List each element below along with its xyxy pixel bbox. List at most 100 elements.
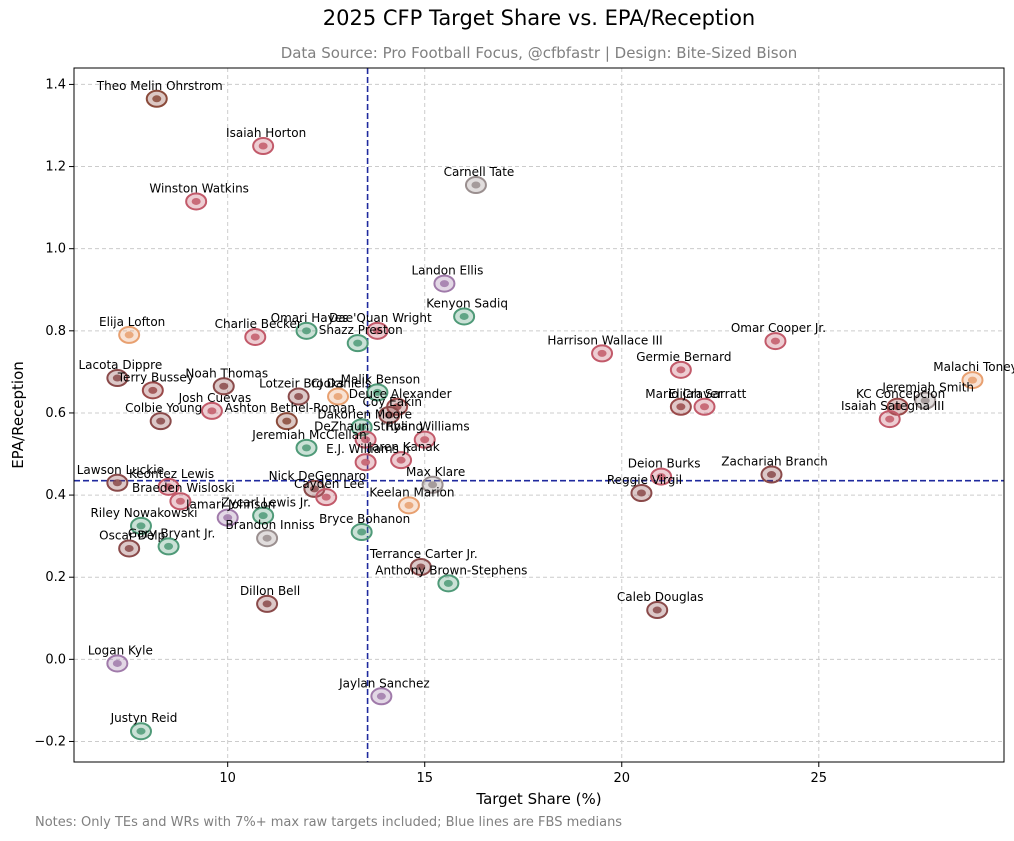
point-marker [315, 488, 338, 507]
point-marker [350, 523, 373, 542]
point-label: Gary Bryant Jr. [128, 526, 215, 540]
y-tick-label: 1.4 [45, 77, 66, 92]
point-label: Deuce Alexander [349, 387, 452, 401]
point-label: Lotzeir Brooks [259, 377, 344, 391]
point-label: Max Klare [406, 465, 465, 479]
point-marker [295, 438, 318, 457]
point-label: Dae'Quan Wright [329, 311, 432, 325]
point-marker [397, 496, 420, 515]
point-label: Terrance Carter Jr. [369, 547, 478, 561]
point-marker [216, 508, 239, 527]
point-marker [693, 397, 716, 416]
point-marker [630, 484, 653, 503]
point-label: Carnell Tate [444, 165, 515, 179]
point-marker [252, 506, 275, 525]
point-label: Theo Melin Ohrstrom [96, 79, 223, 93]
chart-subtitle: Data Source: Pro Football Focus, @cfbfas… [280, 44, 798, 62]
point-marker [129, 516, 152, 535]
point-marker [413, 430, 436, 449]
point-label: Keelan Marion [369, 485, 454, 499]
plot-frame [73, 67, 1005, 763]
point-label: KC Concepcion [856, 387, 945, 401]
point-label: Zycarl Lewis Jr. [221, 496, 311, 510]
point-marker [252, 137, 275, 156]
point-label: Colbie Young [125, 401, 202, 415]
point-marker [453, 307, 476, 326]
point-label: Terry Bussey [117, 370, 194, 384]
point-marker [327, 387, 350, 406]
x-tick-label: 20 [613, 771, 630, 786]
point-marker [275, 412, 298, 431]
point-label: Germie Bernard [636, 350, 731, 364]
point-label: Keontez Lewis [129, 467, 214, 481]
point-label: Malachi Toney [933, 360, 1014, 374]
point-marker [878, 410, 901, 429]
point-label: DeZhaun Stribling [314, 420, 423, 434]
point-marker [390, 451, 413, 470]
point-marker [421, 475, 444, 494]
median-lines [74, 68, 1004, 762]
point-marker [760, 465, 783, 484]
point-marker [354, 453, 377, 472]
point-label: Deion Burks [628, 457, 701, 471]
point-label: Kenyon Sadiq [426, 296, 508, 310]
point-marker [295, 321, 318, 340]
point-label: Isaiah Horton [226, 126, 306, 140]
point-marker [354, 430, 377, 449]
point-marker [157, 477, 180, 496]
point-marker [433, 274, 456, 293]
x-tick-label: 25 [811, 771, 828, 786]
point-label: Dakorien Moore [317, 407, 412, 421]
point-marker [914, 391, 937, 410]
x-axis-label: Target Share (%) [475, 790, 601, 808]
point-label: Landon Ellis [411, 264, 483, 278]
point-label: Ashton Bethel-Roman [225, 401, 355, 415]
point-label: Mario Craver [645, 387, 722, 401]
point-label: Isaiah Sategna III [841, 399, 944, 413]
point-label: Winston Watkins [149, 181, 249, 195]
point-label: Elijah Sarratt [669, 387, 747, 401]
axis-ticks: 10 15 20 25 −0.2 0.0 0.2 0.4 0.6 0.8 1.0 1.2 1.4 [34, 77, 827, 786]
point-marker [149, 412, 172, 431]
point-marker [256, 529, 279, 548]
point-label: Cayden Lee [294, 477, 365, 491]
y-tick-label: 1.2 [45, 160, 66, 175]
point-label: Nick DeGennaro [269, 469, 367, 483]
y-tick-label: 0.2 [45, 570, 66, 585]
point-label: Anthony Brown-Stephens [375, 563, 527, 577]
point-label: Lacota Dippre [78, 358, 162, 372]
point-marker [244, 327, 267, 346]
point-marker [212, 377, 235, 396]
point-marker [669, 397, 692, 416]
point-marker [378, 406, 401, 424]
point-marker [366, 321, 389, 340]
point-labels: Theo Melin Ohrstrom Isaiah Horton Winston … [77, 79, 1014, 725]
y-tick-label: 0.8 [45, 324, 66, 339]
point-label: Josh Cuevas [178, 391, 252, 405]
point-marker [591, 344, 614, 363]
point-label: Malik Benson [341, 372, 421, 386]
point-marker [370, 687, 393, 706]
point-marker [464, 176, 487, 195]
point-label: Omar Cooper Jr. [731, 321, 826, 335]
point-marker [185, 192, 208, 211]
point-label: CJ Daniels [311, 377, 371, 391]
y-tick-label: −0.2 [34, 734, 66, 749]
y-tick-label: 1.0 [45, 242, 66, 257]
point-label: Harrison Wallace III [547, 333, 662, 347]
x-tick-label: 10 [219, 771, 236, 786]
point-marker [650, 467, 673, 486]
point-label: Coy Eakin [363, 395, 422, 409]
point-marker [118, 325, 141, 344]
y-tick-label: 0.6 [45, 406, 66, 421]
point-label: Jeremiah Smith [881, 381, 974, 395]
chart-note: Notes: Only TEs and WRs with 7%+ max raw… [35, 815, 623, 830]
point-label: Riley Nowakowski [90, 506, 197, 520]
point-label: Zachariah Branch [721, 455, 828, 469]
point-label: Lawson Luckie [77, 463, 164, 477]
point-marker [961, 371, 984, 390]
point-marker [366, 383, 389, 402]
point-label: Dillon Bell [240, 584, 300, 598]
point-marker [200, 401, 223, 420]
